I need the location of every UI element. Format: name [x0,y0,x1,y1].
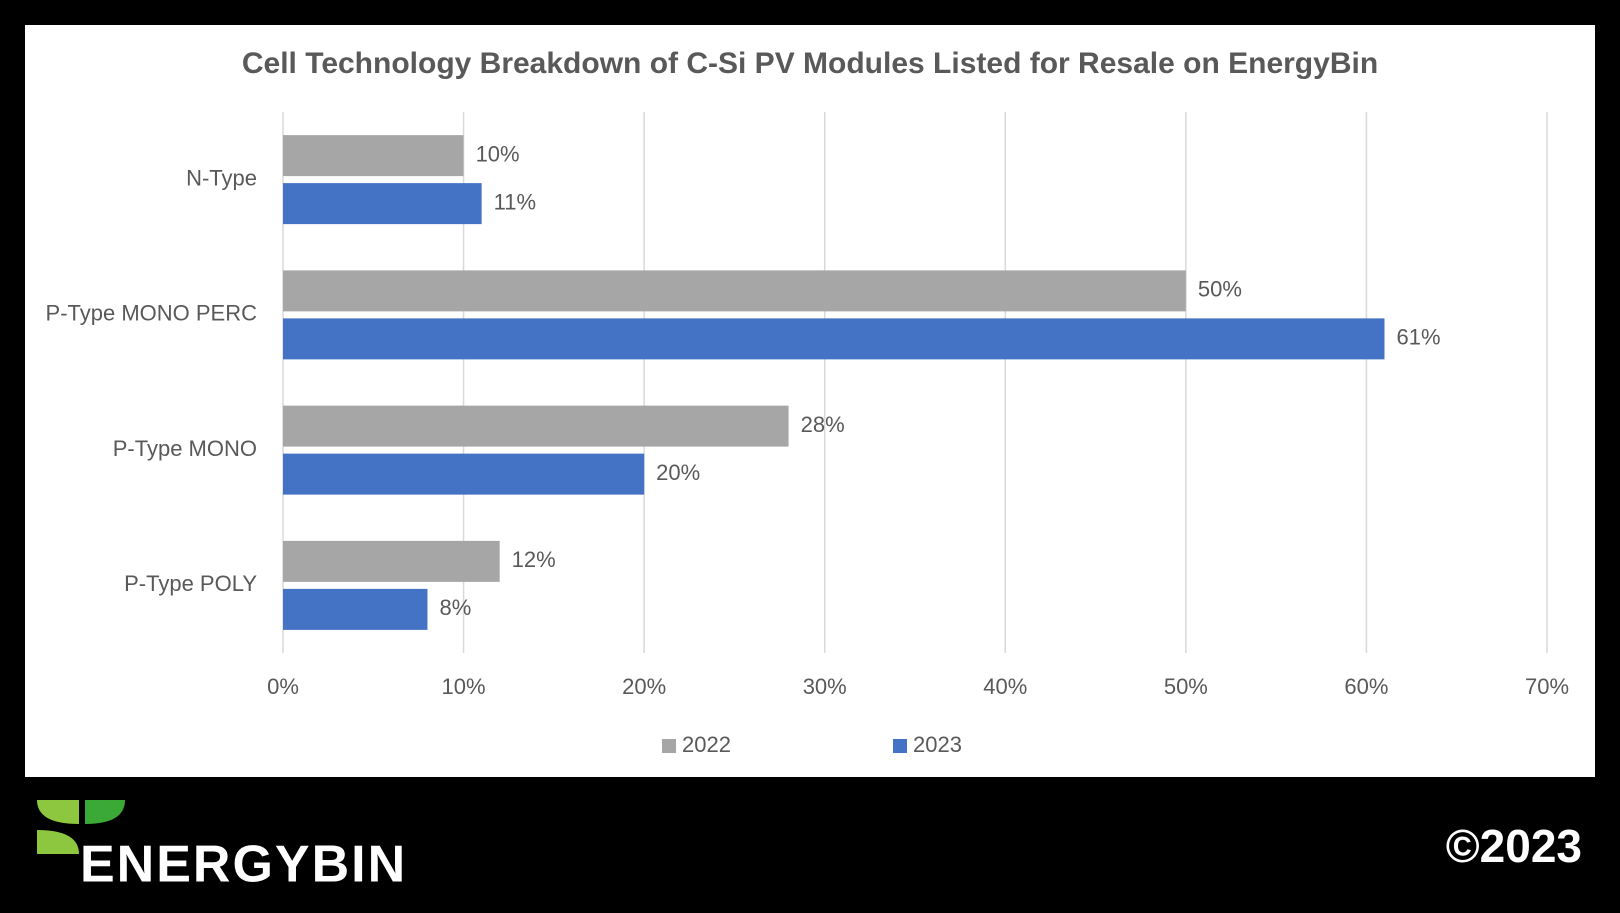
data-label: 50% [1198,277,1242,302]
bar [283,183,482,225]
logo-leaf [37,830,79,854]
chart-panel [25,25,1595,777]
bar [283,453,645,495]
x-tick-label: 30% [803,674,847,699]
data-label: 20% [656,460,700,485]
data-label: 10% [476,141,520,166]
logo-text: ENERGYBIN [80,836,407,894]
data-label: 8% [439,595,471,620]
bar [283,270,1186,312]
legend-marker [893,739,907,753]
y-tick-label: P-Type MONO [113,436,257,461]
y-tick-label: N-Type [186,165,257,190]
data-label: 11% [494,189,536,214]
bar [283,540,500,582]
data-label: 12% [512,547,556,572]
x-tick-label: 20% [622,674,666,699]
data-label: 28% [801,412,845,437]
legend-label: 2023 [913,732,962,757]
x-tick-label: 0% [267,674,299,699]
x-tick-label: 50% [1164,674,1208,699]
legend-label: 2022 [682,732,731,757]
data-label: 61% [1396,325,1440,350]
bar [283,588,428,630]
x-tick-label: 10% [442,674,486,699]
y-tick-label: P-Type MONO PERC [46,301,258,326]
x-tick-label: 70% [1525,674,1569,699]
logo-leaf [85,800,125,824]
chart-title: Cell Technology Breakdown of C-Si PV Mod… [242,47,1378,80]
x-tick-label: 40% [983,674,1027,699]
y-tick-label: P-Type POLY [124,571,257,596]
bar [283,405,789,447]
x-tick-label: 60% [1344,674,1388,699]
legend-marker [662,739,676,753]
logo-leaf [37,800,79,824]
logo: ENERGYBIN [37,800,407,894]
bar [283,318,1385,360]
bar [283,135,464,177]
copyright: ©2023 [1446,820,1582,872]
